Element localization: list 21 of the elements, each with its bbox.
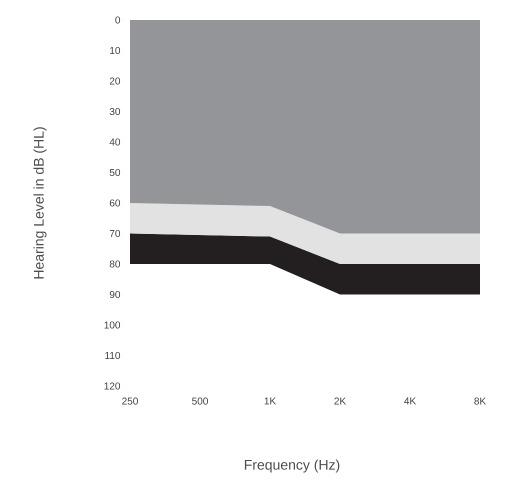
y-tick-label: 20 bbox=[110, 77, 120, 85]
x-tick-label: 250 bbox=[122, 398, 138, 405]
y-tick-label: 0 bbox=[115, 16, 120, 24]
y-tick-label: 60 bbox=[110, 199, 120, 207]
y-tick-label: 110 bbox=[105, 352, 120, 360]
y-tick-label: 120 bbox=[104, 382, 120, 390]
y-tick-label: 30 bbox=[110, 108, 120, 116]
y-tick-label: 50 bbox=[110, 168, 120, 176]
y-tick-label: 40 bbox=[110, 138, 120, 146]
x-tick-label: 500 bbox=[192, 398, 208, 405]
y-axis-title: Hearing Level in dB (HL) bbox=[33, 127, 47, 278]
y-tick-label: 100 bbox=[104, 321, 120, 329]
y-tick-label: 70 bbox=[110, 230, 120, 238]
x-tick-label: 4K bbox=[404, 398, 416, 404]
x-tick-label: 8K bbox=[474, 398, 486, 405]
x-axis-title: Frequency (Hz) bbox=[244, 459, 340, 473]
y-tick-label: 90 bbox=[110, 290, 120, 298]
y-tick-label: 80 bbox=[110, 260, 120, 268]
x-tick-label: 1K bbox=[264, 398, 276, 404]
y-tick-label: 10 bbox=[110, 46, 120, 54]
x-tick-label: 2K bbox=[334, 398, 346, 405]
